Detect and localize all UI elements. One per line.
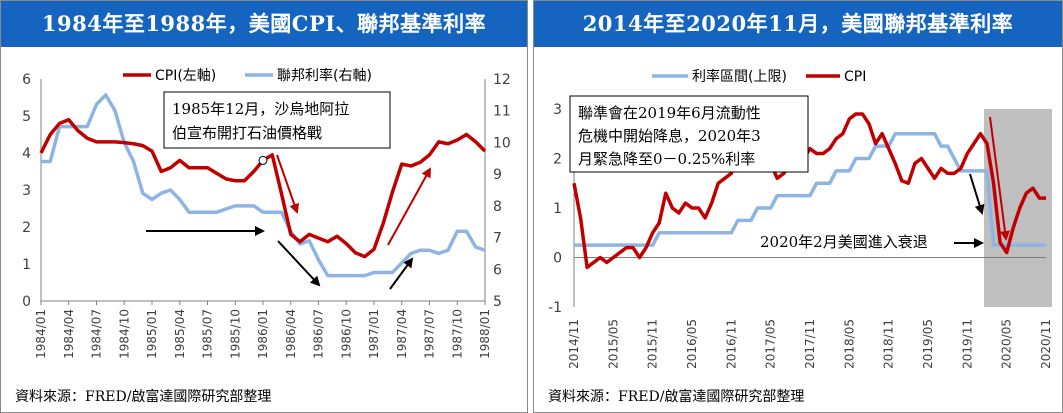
cpi-series-line <box>572 112 1046 270</box>
recession-label: 2020年2月美國進入衰退 <box>760 233 928 251</box>
left-y-tick-label: 2 <box>22 220 31 236</box>
black-arrow-up <box>389 257 414 290</box>
black-arrow-down <box>969 173 985 215</box>
black-arrow-down <box>277 240 321 287</box>
x-tick-label: 1985/04 <box>173 309 187 359</box>
x-tick-label: 2017/05 <box>764 319 778 369</box>
x-tick-label: 2019/05 <box>921 319 935 369</box>
left-annotation-line: 伯宣布開打石油價格戰 <box>172 124 322 142</box>
x-tick-label: 1984/01 <box>34 309 48 359</box>
x-tick-label: 1986/04 <box>284 309 298 359</box>
left-y-tick-label: 5 <box>22 109 31 125</box>
x-tick-label: 1985/10 <box>228 309 242 359</box>
left-y-tick-label: 3 <box>22 183 31 199</box>
right-y-tick-label: 10 <box>493 135 511 151</box>
x-tick-label: 2015/11 <box>646 319 660 369</box>
x-tick-label: 2016/05 <box>685 319 699 369</box>
x-tick-label: 2019/11 <box>960 319 974 369</box>
left-source-note: 資料來源：FRED/啟富達國際研究部整理 <box>15 389 272 405</box>
x-tick-label: 1985/07 <box>201 309 215 359</box>
left-y-tick-label: 1 <box>22 257 31 273</box>
left-y-tick-label: 6 <box>22 72 31 88</box>
x-tick-label: 1988/01 <box>478 309 492 359</box>
right-y-tick-label: 7 <box>493 231 502 247</box>
x-tick-label: 2014/11 <box>567 319 581 369</box>
y-tick-label: 3 <box>553 102 562 118</box>
x-tick-label: 1986/10 <box>339 309 353 359</box>
x-tick-label: 1987/10 <box>450 309 464 359</box>
right-annotation-box <box>569 95 809 173</box>
x-tick-label: 2015/05 <box>606 319 620 369</box>
right-y-tick-label: 11 <box>493 104 511 120</box>
right-y-tick-label: 5 <box>493 294 502 310</box>
x-tick-label: 2018/05 <box>842 319 856 369</box>
legend-cpi-label: CPI(左軸) <box>155 68 216 84</box>
red-arrow-down <box>989 116 1010 241</box>
right-y-tick-label: 12 <box>493 72 511 88</box>
x-tick-label: 1987/01 <box>367 309 381 359</box>
x-tick-label: 2016/11 <box>724 319 738 369</box>
right-y-tick-label: 6 <box>493 262 502 278</box>
right-annotation-line: 月緊急降至0－0.25%利率 <box>578 150 755 168</box>
right-source-note: 資料來源：FRED/啟富達國際研究部整理 <box>548 389 805 405</box>
rate-series-line <box>574 132 1046 247</box>
left-annotation-box <box>163 91 391 149</box>
x-tick-label: 1984/07 <box>90 309 104 359</box>
x-tick-label: 1987/07 <box>423 309 437 359</box>
rate-series-line <box>41 93 486 278</box>
x-tick-label: 2017/11 <box>803 319 817 369</box>
legend-rate-label: 聯邦利率(右軸) <box>277 67 372 84</box>
red-arrow-down <box>276 154 300 214</box>
x-tick-label: 1986/07 <box>312 309 326 359</box>
x-tick-label: 1985/01 <box>145 309 159 359</box>
left-y-tick-label: 0 <box>22 294 31 310</box>
right-chart-svg: -1 0 1 2 3 2014/11 2015/05 2015/11 2016/05 2016/1… <box>548 68 1053 369</box>
right-annotation-line: 聯準會在2019年6月流動性 <box>578 104 761 122</box>
x-tick-label: 1984/10 <box>117 309 131 359</box>
legend-cpi-label: CPI <box>844 69 866 85</box>
x-tick-label: 1987/04 <box>395 309 409 359</box>
y-tick-label: 1 <box>553 201 562 217</box>
left-annotation-line: 1985年12月，沙烏地阿拉 <box>172 100 349 118</box>
x-tick-label: 1984/04 <box>62 309 76 359</box>
left-y-tick-label: 4 <box>22 146 31 162</box>
right-y-tick-label: 9 <box>493 167 502 183</box>
x-tick-label: 1986/01 <box>256 309 270 359</box>
x-tick-label: 2018/11 <box>882 319 896 369</box>
legend-rate-label: 利率區間(上限) <box>692 68 787 85</box>
y-tick-label: -1 <box>548 300 562 316</box>
left-chart-panel: 1984年至1988年，美國CPI、聯邦基準利率 0 1 2 3 4 5 6 5 6 7 8 9 10 1… <box>0 0 528 413</box>
y-tick-label: 2 <box>553 152 562 168</box>
right-y-tick-label: 8 <box>493 199 502 215</box>
right-chart-title: 2014年至2020年11月，美國聯邦基準利率 <box>534 1 1062 47</box>
x-tick-label: 2020/11 <box>1039 319 1053 369</box>
left-chart-title: 1984年至1988年，美國CPI、聯邦基準利率 <box>1 1 527 47</box>
right-annotation-line: 危機中開始降息，2020年3 <box>578 127 761 145</box>
right-chart-panel: 2014年至2020年11月，美國聯邦基準利率 -1 0 1 2 3 2014/11 201… <box>533 0 1063 413</box>
red-arrow-up <box>387 167 431 246</box>
y-tick-label: 0 <box>553 251 562 267</box>
oil-war-marker <box>258 155 268 165</box>
x-tick-label: 2020/05 <box>1000 319 1014 369</box>
